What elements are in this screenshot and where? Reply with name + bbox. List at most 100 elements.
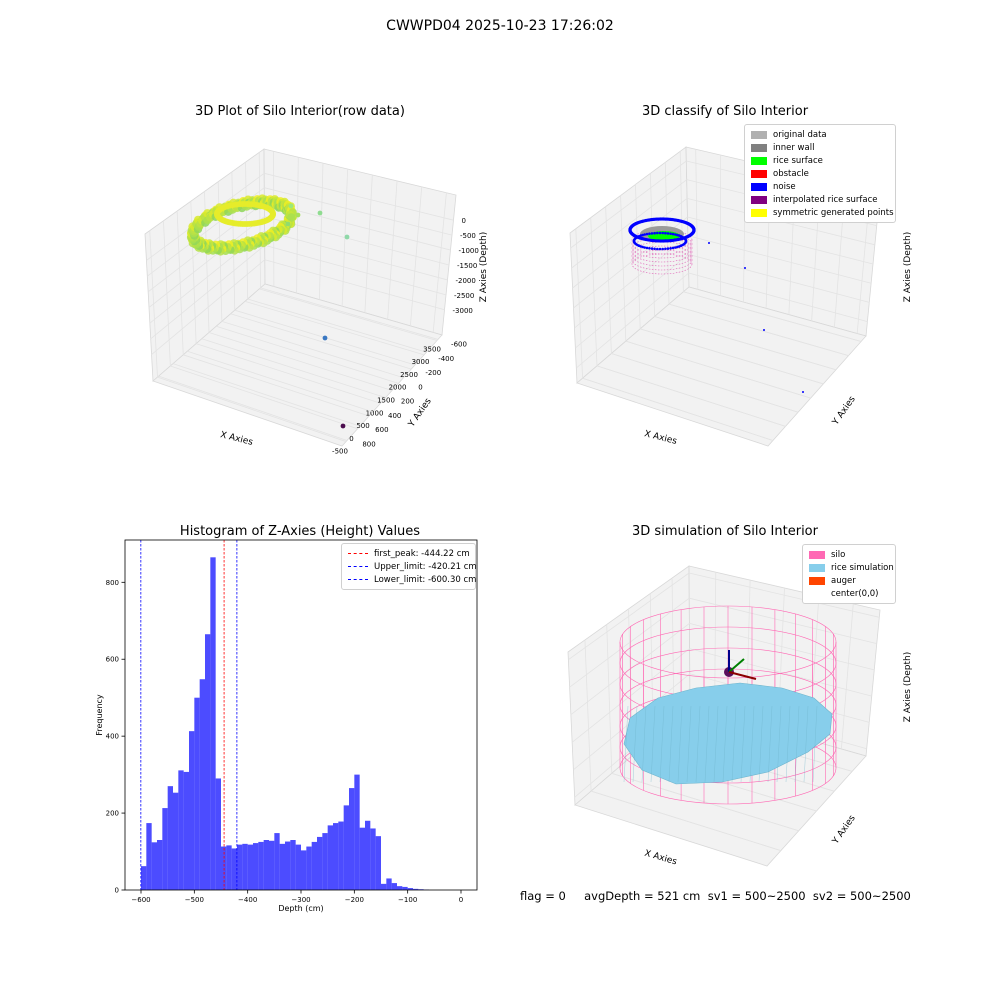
panel1-ygrid-wall	[318, 163, 324, 300]
panel2-xgrid-wall	[590, 217, 598, 366]
raw-point	[287, 213, 296, 222]
noise-point	[658, 231, 662, 235]
legend-entry: obstacle	[751, 167, 889, 180]
panel1-x-tick-label: 0	[349, 435, 353, 443]
noise-point	[666, 247, 670, 250]
panel1-zgrid-back	[264, 259, 445, 311]
panel1-ygrid-wall	[432, 192, 447, 333]
noise-outlier	[763, 329, 765, 331]
panel1-y-tick-label: 400	[388, 412, 401, 420]
axis-arrow-x	[728, 671, 757, 680]
legend-entry: interpolated rice surface	[751, 193, 889, 206]
histogram-x-tick-label: −400	[238, 896, 257, 904]
panel1-x-tick-label: 1500	[377, 397, 395, 405]
histogram-bar	[407, 888, 413, 890]
noise-point	[684, 238, 688, 242]
histogram-y-tick-label: 400	[106, 733, 119, 741]
noise-point	[671, 246, 675, 250]
legend-label: silo	[831, 549, 846, 560]
panel2-xgrid-wall	[635, 184, 641, 329]
rice-mesh-line	[695, 705, 701, 783]
legend-entry: silo	[809, 548, 889, 561]
panel2-ygrid-floor	[596, 365, 786, 427]
panel1-y-tick-label: -400	[438, 355, 454, 363]
panel4-ygrid-floor	[611, 772, 799, 832]
histogram-x-tick-label: −600	[131, 896, 150, 904]
figure-title: CWWPD04 2025-10-23 17:26:02	[386, 18, 614, 34]
histogram-bar	[194, 697, 200, 890]
legend-swatch	[809, 576, 825, 585]
histogram-bar	[290, 840, 296, 890]
histogram-bar	[375, 836, 381, 890]
legend-swatch	[751, 195, 767, 204]
panel1-ygrid-floor	[216, 325, 399, 384]
panel1-z-tick-label: -1500	[457, 262, 477, 270]
noise-point	[645, 246, 649, 250]
panel1-z-tick-label: -500	[460, 232, 476, 240]
histogram-bar	[173, 792, 179, 890]
histogram-bar	[322, 833, 328, 890]
panel2-zgrid-back	[687, 235, 872, 284]
noise-point	[674, 233, 677, 236]
rice-simulation-surface	[623, 682, 833, 785]
histogram-y-tick-label: 800	[106, 579, 119, 587]
panel1-x-tick-label: -500	[332, 448, 348, 456]
panel4-3d-plot: 2000-200-400-600-800-400-2000200400-400-…	[567, 565, 913, 868]
panel1-zgrid-back	[264, 216, 450, 266]
inner-wall-ring	[631, 253, 693, 275]
legend-entry: rice simulation	[809, 561, 894, 574]
legend-swatch	[809, 550, 825, 559]
histogram-bar	[237, 844, 243, 890]
panel2-xgrid-wall	[620, 195, 627, 342]
legend-label: symmetric generated points	[773, 207, 894, 218]
noise-point	[648, 247, 651, 250]
noise-point	[669, 232, 672, 235]
legend-label: rice simulation	[831, 562, 894, 573]
panel1-zgrid-back	[264, 244, 447, 296]
panel1-y-tick-label: 0	[418, 383, 422, 391]
noise-point	[648, 232, 651, 235]
noise-point	[658, 247, 662, 251]
histogram-bar	[365, 820, 371, 890]
panel1-zgrid-back	[264, 230, 448, 281]
rice-mesh-line	[704, 705, 710, 783]
panel1-xgrid-floor	[157, 376, 347, 442]
panel1-xgrid-wall	[245, 162, 249, 300]
noise-point	[650, 247, 654, 250]
histogram-x-tick-label: −100	[398, 896, 417, 904]
histogram-bar	[205, 634, 211, 890]
panel2-ygrid-wall	[695, 149, 699, 290]
legend-label: first_peak: -444.22 cm	[374, 548, 470, 559]
rice-mesh-line	[659, 705, 665, 783]
outlier-point	[288, 203, 294, 209]
noise-point	[664, 231, 667, 235]
panel1-ygrid-floor	[172, 363, 360, 427]
panel1-ygrid-floor	[187, 350, 373, 413]
legend-swatch	[751, 156, 767, 165]
panel1-xgrid-floor	[183, 354, 370, 417]
legend-label: original data	[773, 129, 827, 140]
noise-point	[645, 232, 649, 236]
panel1-ygrid-floor	[230, 313, 412, 370]
panel1-z-axis-label: Z Axies (Depth)	[479, 232, 489, 303]
panel2-ygrid-floor	[640, 328, 824, 385]
panel4-ygrid-wall	[840, 603, 854, 750]
panel1-z-tick-label: -3000	[453, 307, 473, 315]
noise-point	[669, 247, 672, 250]
histogram-bar	[285, 841, 291, 890]
panel1-ygrid-floor	[201, 338, 386, 399]
histogram-bar	[221, 846, 227, 890]
histogram-x-tick-label: −300	[291, 896, 310, 904]
panel2-zgrid-back	[688, 272, 868, 322]
legend-label: rice surface	[773, 155, 823, 166]
panel1-y-tick-label: 200	[401, 398, 414, 406]
histogram-bar	[338, 821, 344, 890]
panel1-title: 3D Plot of Silo Interior(row data)	[195, 104, 405, 119]
panel2-floor-pane	[576, 286, 867, 447]
panel1-xgrid-wall	[149, 230, 158, 378]
histogram-bar	[199, 679, 205, 890]
legend-entry: noise	[751, 180, 889, 193]
panel2-ygrid-floor	[582, 377, 774, 441]
histogram-bar	[242, 843, 248, 890]
noise-point	[674, 246, 677, 249]
